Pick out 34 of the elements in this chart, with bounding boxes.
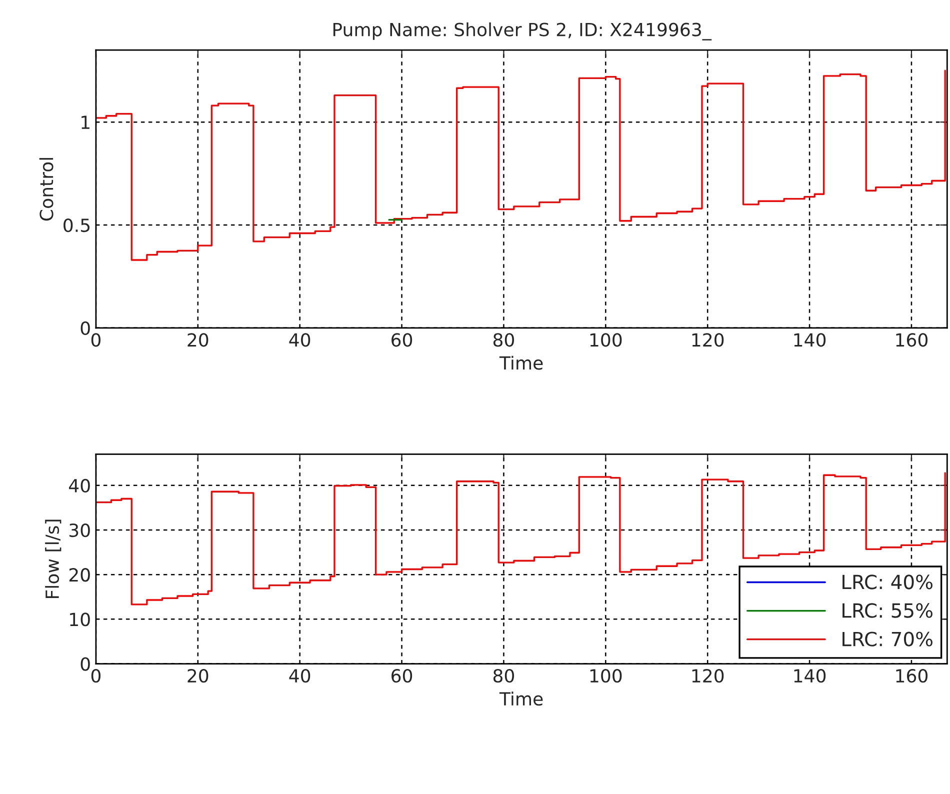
x-tick-label: 140 bbox=[794, 333, 826, 347]
y-tick-label: 0 bbox=[80, 321, 90, 336]
y-tick-label: 10 bbox=[70, 612, 90, 626]
x-tick-label: 60 bbox=[392, 668, 412, 683]
y-tick-label: 40 bbox=[68, 478, 90, 493]
x-tick-label: 60 bbox=[392, 333, 412, 347]
y-tick-label: 20 bbox=[69, 568, 90, 582]
x-tick-label: 40 bbox=[289, 333, 310, 347]
legend-label: LRC: 55% bbox=[842, 603, 932, 618]
x-tick-label: 120 bbox=[692, 333, 724, 347]
legend-label: LRC: 40% bbox=[842, 574, 932, 590]
x-tick-label: 100 bbox=[590, 668, 622, 683]
x-tick-label: 80 bbox=[493, 333, 514, 347]
y-tick-label: 0 bbox=[80, 657, 90, 671]
y-tick-label: 0.5 bbox=[64, 218, 90, 232]
x-tick-label: 120 bbox=[692, 668, 724, 683]
legend-label: LRC: 70% bbox=[842, 632, 932, 646]
y-axis-title: Flow [l/s] bbox=[45, 520, 62, 598]
y-tick-label: 1 bbox=[82, 116, 90, 129]
x-tick-label: 20 bbox=[188, 333, 208, 347]
x-tick-label: 140 bbox=[794, 668, 826, 683]
x-tick-label: 0 bbox=[91, 668, 100, 683]
x-tick-label: 20 bbox=[188, 668, 208, 683]
x-axis-title: Time bbox=[499, 356, 543, 370]
x-tick-label: 100 bbox=[590, 333, 622, 347]
y-axis-title: Control bbox=[39, 158, 54, 221]
x-tick-label: 80 bbox=[493, 668, 514, 683]
x-tick-label: 0 bbox=[91, 333, 100, 347]
y-tick-label: 30 bbox=[69, 523, 90, 538]
x-axis-title: Time bbox=[499, 692, 543, 706]
x-tick-label: 160 bbox=[896, 333, 928, 347]
x-tick-label: 160 bbox=[896, 668, 928, 683]
chart-title: Pump Name: Sholver PS 2, ID: X2419963_ bbox=[333, 22, 712, 40]
x-tick-label: 40 bbox=[289, 668, 310, 683]
